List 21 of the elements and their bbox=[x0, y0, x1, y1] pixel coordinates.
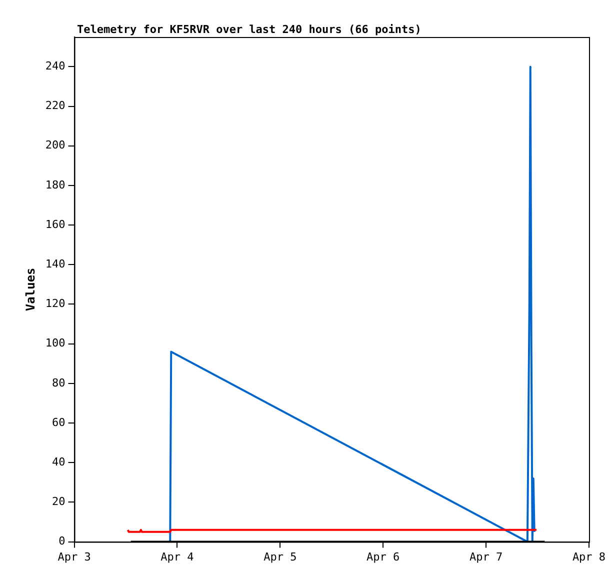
y-tick-label: 120 bbox=[45, 297, 66, 310]
y-tick-label: 60 bbox=[52, 416, 66, 429]
y-tick-label: 140 bbox=[45, 258, 66, 271]
chart-title: Telemetry for KF5RVR over last 240 hours (66 points) bbox=[77, 23, 422, 36]
x-tick-label: Apr 4 bbox=[160, 550, 194, 564]
x-tick-label: Apr 6 bbox=[366, 550, 400, 564]
y-tick-label: 200 bbox=[45, 138, 66, 152]
y-axis-title: Values bbox=[23, 268, 38, 312]
y-tick-label: 20 bbox=[52, 495, 66, 508]
y-tick-label: 240 bbox=[45, 60, 66, 73]
x-tick-label: Apr 7 bbox=[469, 550, 503, 564]
y-tick-label: 40 bbox=[52, 455, 66, 468]
y-tick-label: 160 bbox=[45, 218, 66, 231]
y-tick-label: 100 bbox=[45, 336, 66, 350]
y-tick-label: 180 bbox=[45, 178, 66, 192]
y-tick-label: 220 bbox=[45, 99, 66, 112]
y-tick-label: 0 bbox=[58, 534, 66, 548]
x-tick-label: Apr 5 bbox=[264, 550, 297, 564]
y-tick-label: 80 bbox=[52, 376, 66, 390]
x-tick-label: Apr 3 bbox=[58, 550, 91, 564]
x-tick-label: Apr 8 bbox=[572, 550, 606, 564]
